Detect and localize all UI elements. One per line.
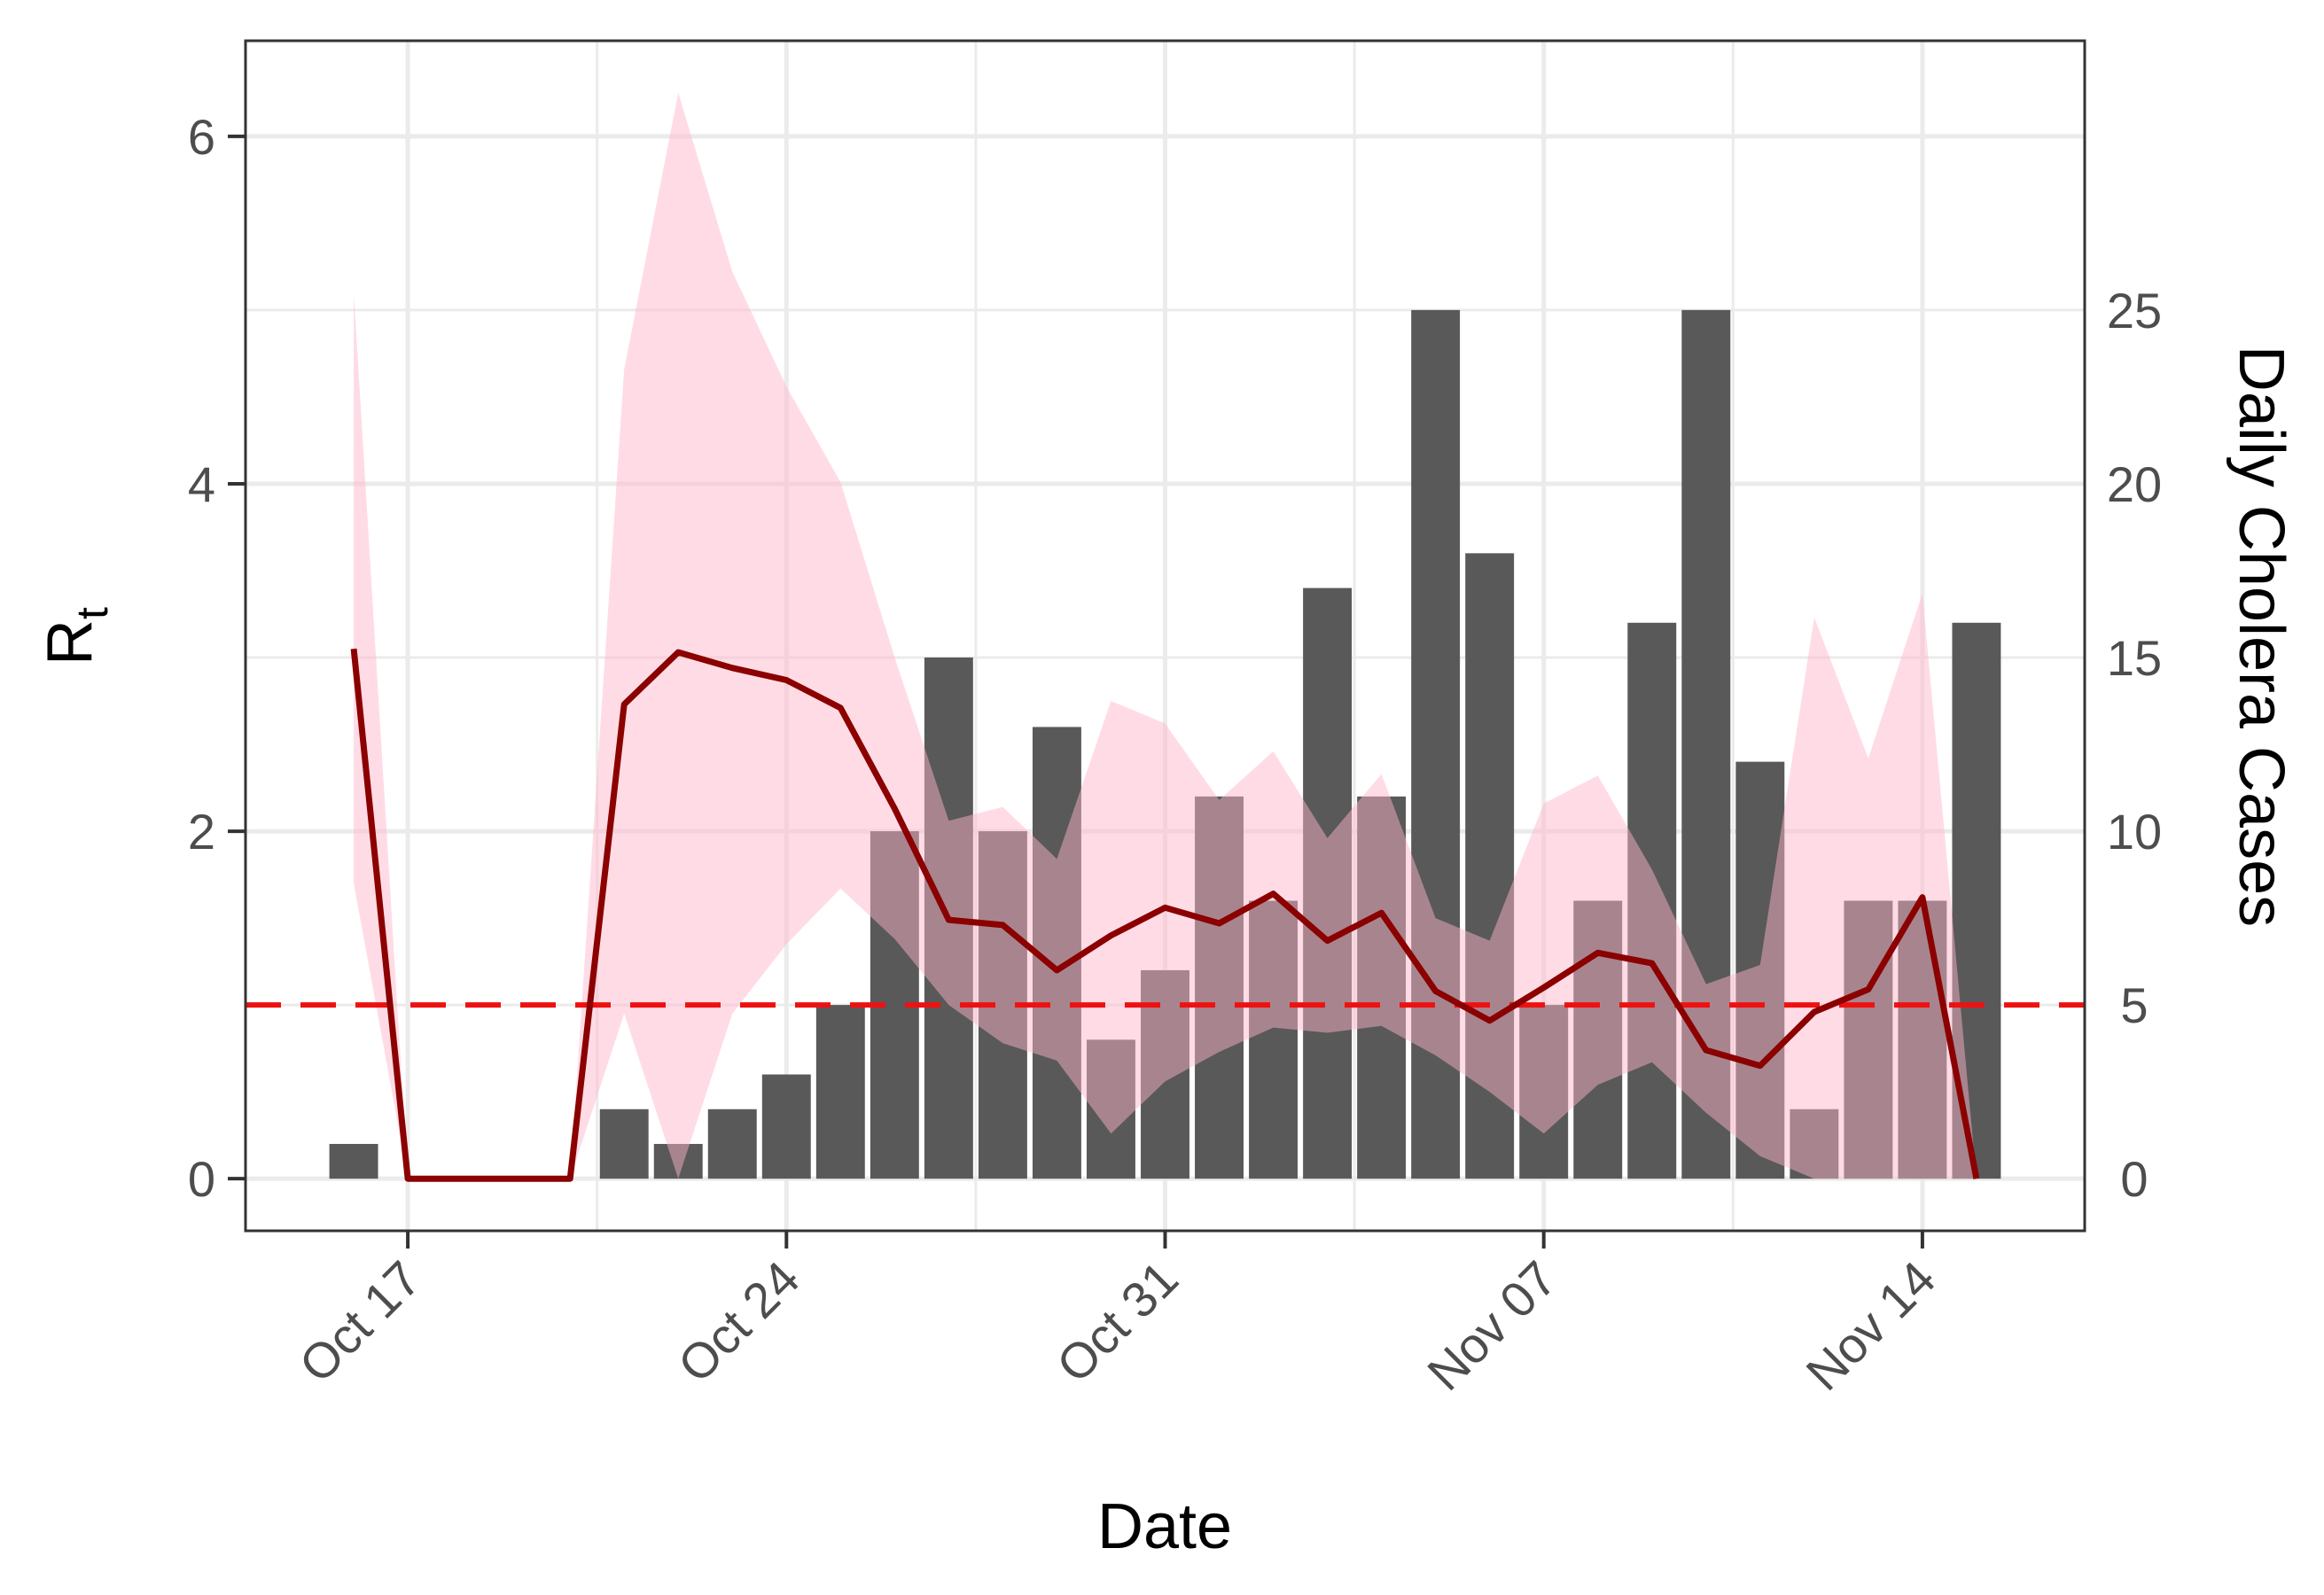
case-bar bbox=[329, 1143, 378, 1179]
case-bar bbox=[653, 1143, 703, 1179]
rt-credible-interval bbox=[354, 92, 1977, 1179]
rt-mean-series bbox=[350, 648, 1980, 1182]
case-bar bbox=[1303, 587, 1353, 1179]
case-bar bbox=[599, 1109, 649, 1179]
case-bar bbox=[1411, 309, 1461, 1179]
case-bar bbox=[1681, 309, 1731, 1179]
case-bar bbox=[761, 1074, 811, 1179]
case-bar bbox=[1249, 900, 1298, 1179]
y-right-tick-label: 0 bbox=[2120, 1151, 2148, 1207]
case-bar bbox=[1844, 900, 1893, 1179]
y-left-tick-label: 0 bbox=[188, 1151, 215, 1207]
case-bar bbox=[1087, 1039, 1135, 1179]
case-bar bbox=[815, 1005, 865, 1179]
y-left-tick-label: 4 bbox=[188, 456, 215, 512]
y-right-tick-label: 5 bbox=[2120, 977, 2148, 1033]
y-axis-right-title: Daily Cholera Cases bbox=[2226, 346, 2297, 927]
case-bar bbox=[1627, 622, 1677, 1179]
y-right-tick-label: 20 bbox=[2107, 456, 2162, 512]
case-bar bbox=[1465, 553, 1515, 1179]
case-bar bbox=[707, 1109, 757, 1179]
case-bar bbox=[1735, 761, 1785, 1179]
case-bar bbox=[1357, 796, 1407, 1179]
y-right-tick-label: 10 bbox=[2107, 804, 2162, 860]
y-axis-left-title: Rt bbox=[35, 607, 117, 665]
case-bar bbox=[1573, 900, 1623, 1179]
rt-credible-band bbox=[354, 92, 1977, 1179]
y-left-tick-label: 6 bbox=[188, 109, 215, 165]
y-axis-left-title-subscript: t bbox=[67, 607, 117, 619]
y-right-tick-label: 25 bbox=[2107, 283, 2162, 338]
case-bar bbox=[1898, 900, 1947, 1179]
case-bar bbox=[1790, 1109, 1839, 1179]
y-axis-left-title-base: R bbox=[35, 619, 105, 665]
y-left-tick-label: 2 bbox=[188, 804, 215, 860]
y-right-tick-label: 15 bbox=[2107, 630, 2162, 686]
case-bar bbox=[1195, 796, 1244, 1179]
case-bar bbox=[1519, 1005, 1569, 1179]
rt-mean-line bbox=[350, 648, 1980, 1182]
case-bars bbox=[329, 309, 2001, 1179]
x-axis-title: Date bbox=[1097, 1491, 1232, 1562]
